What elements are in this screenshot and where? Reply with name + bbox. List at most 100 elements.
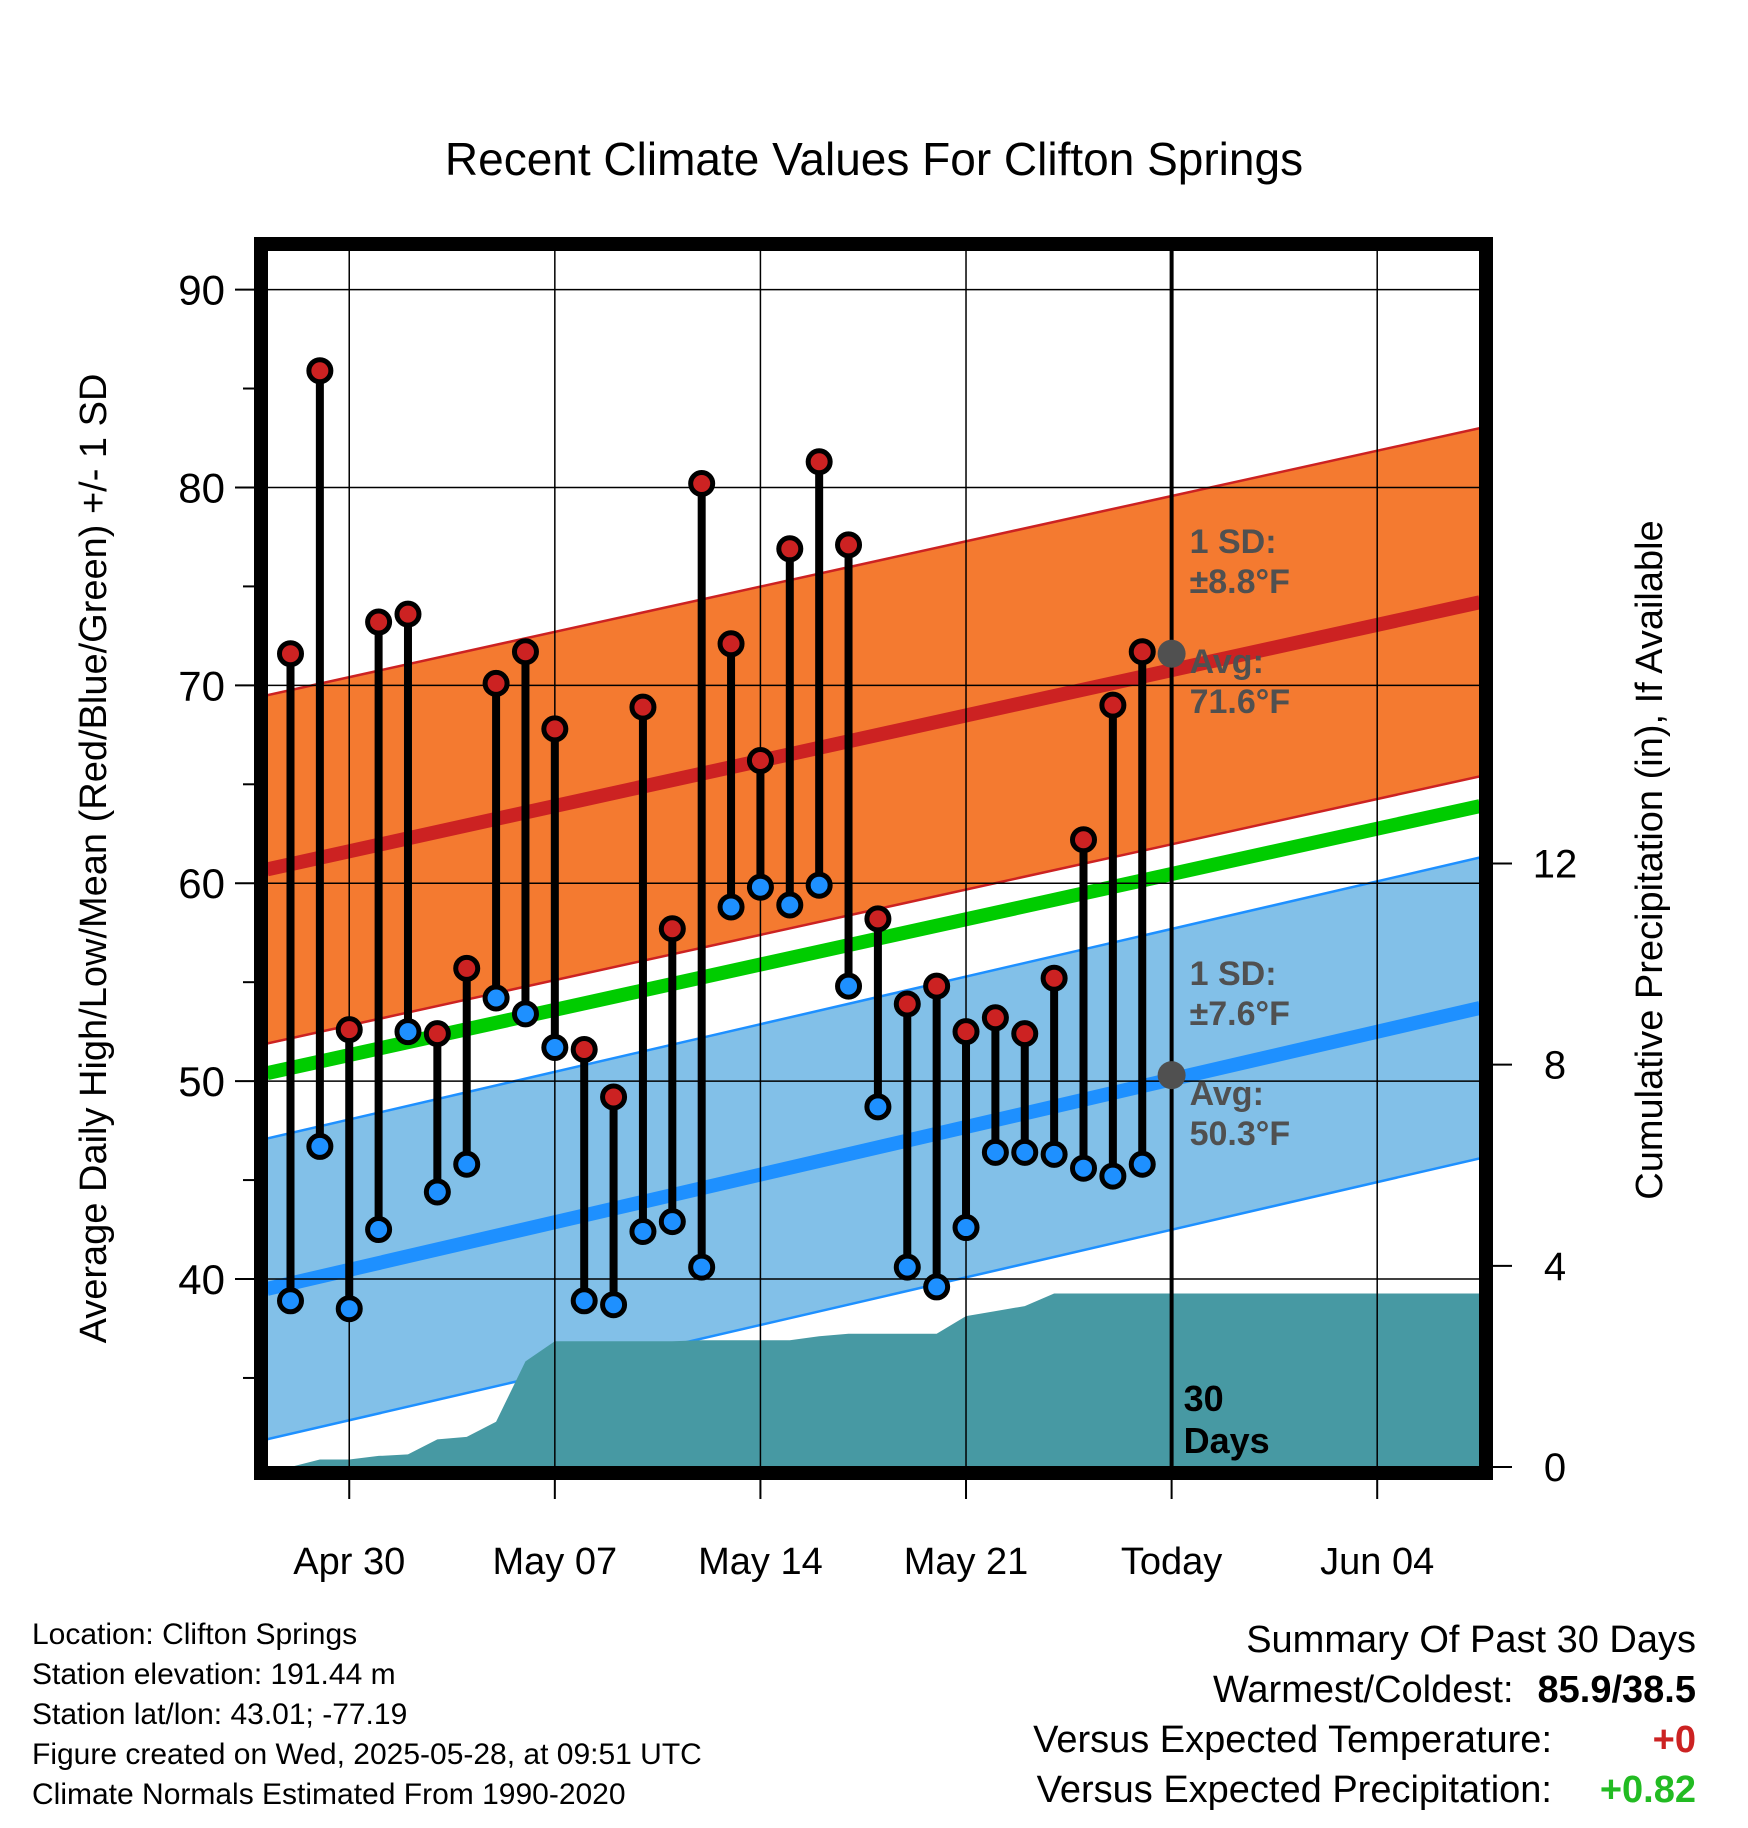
y-tick-label: 90: [178, 267, 225, 314]
y-tick-label: 50: [178, 1058, 225, 1105]
low-point: [365, 1216, 393, 1244]
y2-axis-label: Cumulative Precipitation (in), If Availa…: [1629, 520, 1671, 1199]
today-days-label: Days: [1184, 1420, 1270, 1461]
low-point: [893, 1253, 921, 1281]
y-tick-label: 70: [178, 662, 225, 709]
low-point: [394, 1018, 422, 1046]
summary-warm-cold-row: Warmest/Coldest: 85.9/38.5: [1033, 1665, 1696, 1715]
y-axis-label: Average Daily High/Low/Mean (Red/Blue/Gr…: [73, 374, 115, 1344]
warm-cold-label: Warmest/Coldest:: [1212, 1669, 1514, 1711]
high-point: [482, 669, 510, 697]
low-point: [746, 873, 774, 901]
high-sd-annotation: 1 SD:: [1190, 523, 1277, 561]
high-point: [688, 470, 716, 498]
low-point: [688, 1253, 716, 1281]
summary-panel: Summary Of Past 30 Days Warmest/Coldest:…: [1033, 1615, 1696, 1815]
y2-tick-label: 0: [1544, 1446, 1566, 1490]
high-point: [952, 1018, 980, 1046]
high-point: [717, 630, 745, 658]
low-point: [453, 1150, 481, 1178]
low-avg-annotation: Avg:: [1190, 1075, 1264, 1113]
low-point: [805, 871, 833, 899]
low-point: [511, 1000, 539, 1028]
summary-heading: Summary Of Past 30 Days: [1246, 1619, 1696, 1661]
figure-created: Figure created on Wed, 2025-05-28, at 09…: [32, 1738, 702, 1771]
high-point: [658, 915, 686, 943]
precip-label: Versus Expected Precipitation:: [1036, 1769, 1552, 1811]
low-sd-annotation: ±7.6°F: [1190, 995, 1290, 1033]
high-avg-annotation: 71.6°F: [1190, 683, 1291, 721]
high-point: [981, 1004, 1009, 1032]
high-point: [893, 990, 921, 1018]
low-point: [570, 1287, 598, 1315]
low-normal-line: [267, 1001, 1480, 1296]
low-point: [1040, 1140, 1068, 1168]
chart-title: Recent Climate Values For Clifton Spring…: [444, 133, 1304, 185]
station-info: Location: Clifton Springs Station elevat…: [32, 1615, 702, 1815]
low-point: [952, 1214, 980, 1242]
high-point: [511, 638, 539, 666]
high-point: [746, 747, 774, 775]
high-point: [600, 1083, 628, 1111]
low-point: [1099, 1162, 1127, 1190]
x-axis-label: Day: [840, 1599, 908, 1600]
low-sd-annotation: 1 SD:: [1190, 955, 1277, 993]
normals-period: Climate Normals Estimated From 1990-2020: [32, 1778, 626, 1811]
low-point: [776, 891, 804, 919]
y-tick-label: 80: [178, 464, 225, 511]
high-sd-annotation: ±8.8°F: [1190, 563, 1290, 601]
precip-value: +0.82: [1599, 1769, 1696, 1811]
x-tick-label: Apr 30: [293, 1541, 405, 1583]
high-point: [835, 531, 863, 559]
y-tick-label: 40: [178, 1256, 225, 1303]
high-avg-marker: [1157, 639, 1186, 668]
low-point: [864, 1093, 892, 1121]
high-point: [570, 1035, 598, 1063]
low-point: [923, 1273, 951, 1301]
station-location: Location: Clifton Springs: [32, 1618, 358, 1651]
high-point: [423, 1020, 451, 1048]
low-point: [658, 1208, 686, 1236]
high-point: [1040, 964, 1068, 992]
y-tick-label: 60: [178, 860, 225, 907]
high-point: [394, 600, 422, 628]
low-point: [335, 1295, 363, 1323]
low-point: [629, 1218, 657, 1246]
y2-tick-label: 12: [1533, 843, 1578, 887]
summary-temp-row: Versus Expected Temperature: +0: [1033, 1715, 1696, 1765]
high-point: [453, 954, 481, 982]
low-point: [1011, 1138, 1039, 1166]
low-point: [1069, 1154, 1097, 1182]
y2-tick-label: 8: [1544, 1044, 1566, 1088]
high-point: [365, 608, 393, 636]
low-point: [600, 1291, 628, 1319]
low-point: [717, 893, 745, 921]
low-point: [981, 1138, 1009, 1166]
high-point: [629, 693, 657, 721]
high-point: [1011, 1020, 1039, 1048]
warm-cold-value: 85.9/38.5: [1537, 1669, 1696, 1711]
low-point: [276, 1287, 304, 1315]
summary-precip-row: Versus Expected Precipitation: +0.82: [1033, 1765, 1696, 1815]
high-point: [306, 357, 334, 385]
high-point: [864, 905, 892, 933]
x-tick-label: May 07: [493, 1541, 618, 1583]
high-normal-line: [267, 595, 1480, 877]
x-tick-label: May 21: [904, 1541, 1029, 1583]
low-sd-lower-edge: [267, 1157, 1480, 1441]
high-point: [923, 972, 951, 1000]
low-point: [835, 972, 863, 1000]
plot-frame: [254, 237, 1493, 1480]
high-avg-annotation: Avg:: [1190, 643, 1264, 681]
temp-value: +0: [1652, 1719, 1696, 1761]
high-point: [1069, 826, 1097, 854]
station-elevation: Station elevation: 191.44 m: [32, 1658, 396, 1691]
temp-label: Versus Expected Temperature:: [1033, 1719, 1552, 1761]
high-point: [776, 535, 804, 563]
high-point: [541, 715, 569, 743]
high-point: [1128, 638, 1156, 666]
high-point: [805, 448, 833, 476]
x-tick-label: May 14: [698, 1541, 823, 1583]
low-point: [1128, 1150, 1156, 1178]
